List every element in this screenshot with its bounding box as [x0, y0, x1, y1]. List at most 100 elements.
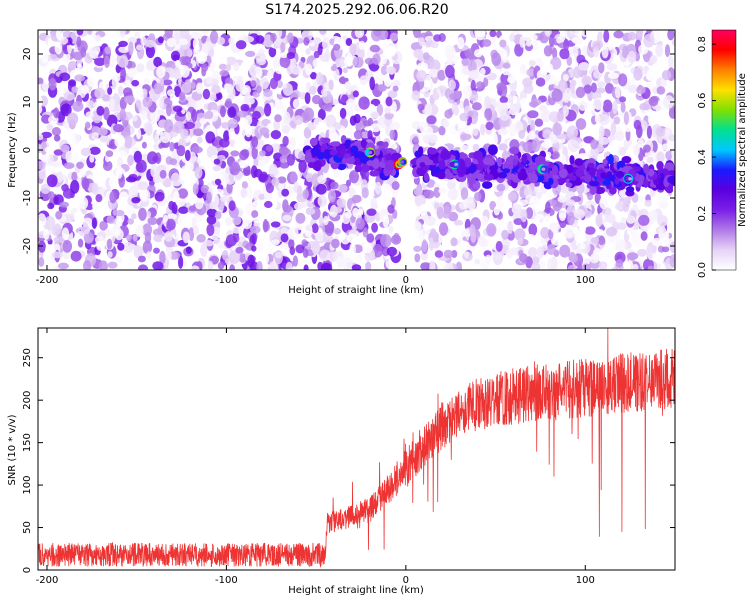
- heatmap-cell: [607, 242, 616, 253]
- heatmap-cell: [481, 39, 492, 47]
- heatmap-cell: [420, 262, 431, 270]
- heatmap-cell: [496, 82, 507, 92]
- heatmap-cell: [602, 252, 609, 262]
- heatmap-cell: [128, 41, 134, 56]
- heatmap-cell: [322, 69, 334, 78]
- heatmap-cell: [575, 118, 587, 130]
- heatmap-cell: [371, 159, 380, 168]
- heatmap-cell: [311, 241, 321, 256]
- heatmap-cell: [421, 239, 428, 253]
- heatmap-cell: [108, 176, 118, 189]
- heatmap-cell: [229, 264, 236, 270]
- heatmap-cell: [565, 182, 573, 188]
- heatmap-cell: [669, 241, 675, 253]
- heatmap-cell: [147, 216, 158, 226]
- heatmap-cell: [304, 92, 311, 104]
- heatmap-cell: [468, 164, 477, 174]
- heatmap-cell: [569, 251, 576, 262]
- heatmap-cell: [358, 96, 370, 110]
- heatmap-cell: [62, 240, 73, 253]
- chart-title: S174.2025.292.06.06.R20: [265, 2, 448, 18]
- heatmap-cell: [225, 64, 232, 71]
- heatmap-cell: [540, 109, 551, 122]
- heatmap-cell: [497, 128, 509, 136]
- heatmap-cell: [491, 52, 502, 66]
- heatmap-cell: [274, 114, 282, 123]
- heatmap-cell: [430, 228, 437, 238]
- heatmap-cell: [460, 240, 468, 248]
- heatmap-cell: [628, 84, 638, 94]
- heatmap-cell: [127, 218, 134, 225]
- heatmap-cell: [163, 119, 174, 133]
- heatmap-cell: [615, 259, 624, 268]
- heatmap-cell: [240, 103, 250, 112]
- heatmap-cell: [71, 171, 78, 182]
- heatmap-cell: [124, 135, 133, 149]
- heatmap-cell: [582, 75, 592, 86]
- heatmap-cell: [430, 41, 439, 49]
- heatmap-cell: [165, 103, 172, 117]
- heatmap-cell: [509, 33, 515, 42]
- heatmap-cell: [307, 162, 315, 168]
- heatmap-cell: [40, 183, 51, 195]
- heatmap-cell: [141, 110, 147, 120]
- heatmap-cell: [298, 159, 307, 173]
- heatmap-hotspot: [454, 162, 459, 167]
- heatmap-cell: [140, 36, 147, 47]
- heatmap-cell: [499, 102, 509, 112]
- heatmap-cell: [220, 105, 226, 118]
- heatmap-cell: [87, 182, 98, 193]
- heatmap-cell: [217, 37, 226, 45]
- heatmap-cell: [648, 209, 658, 223]
- heatmap-cell: [310, 147, 321, 156]
- heatmap-cell: [38, 143, 42, 154]
- heatmap-cell: [580, 243, 586, 250]
- heatmap-cell: [500, 256, 512, 270]
- heatmap-cell: [150, 164, 158, 178]
- heatmap-cell: [621, 156, 632, 164]
- heatmap-cell: [606, 171, 613, 178]
- heatmap-cell: [544, 30, 552, 37]
- heatmap-cell: [528, 247, 538, 258]
- heatmap-cell: [92, 201, 99, 211]
- colorbar-ticks: 0.0 0.2 0.4 0.6 0.8: [697, 36, 716, 278]
- heatmap-cell: [41, 131, 52, 139]
- heatmap-cell: [631, 234, 641, 244]
- heatmap-cell: [627, 31, 637, 41]
- heatmap-cell: [648, 96, 659, 107]
- heatmap-cell: [645, 72, 657, 81]
- heatmap-cell: [540, 227, 550, 239]
- heatmap-cell: [264, 200, 273, 209]
- heatmap-cell: [358, 40, 366, 51]
- heatmap-cell: [235, 246, 244, 254]
- heatmap-cell: [390, 121, 401, 130]
- heatmap-cell: [638, 44, 649, 55]
- heatmap-cell: [337, 163, 347, 171]
- heatmap-cell: [41, 52, 49, 64]
- heatmap-cell: [327, 59, 334, 67]
- heatmap-cell: [465, 48, 477, 60]
- y-tick-label: 0: [22, 147, 33, 153]
- heatmap-cell: [566, 56, 573, 66]
- heatmap-cell: [603, 221, 612, 229]
- heatmap-cell: [643, 163, 650, 173]
- heatmap-cell: [626, 228, 638, 236]
- heatmap-cell: [43, 229, 50, 240]
- heatmap-cell: [506, 214, 514, 221]
- heatmap-cell: [134, 31, 140, 39]
- heatmap-cell: [519, 64, 527, 75]
- heatmap-cell: [467, 110, 474, 117]
- heatmap-cell: [667, 30, 675, 41]
- heatmap-cell: [482, 157, 493, 166]
- heatmap-cell: [268, 261, 279, 270]
- heatmap-cell: [461, 58, 470, 66]
- heatmap-cell: [592, 40, 604, 49]
- heatmap-cell: [184, 79, 192, 89]
- heatmap-cell: [589, 30, 600, 41]
- heatmap-cell: [605, 196, 617, 208]
- heatmap-cell: [44, 216, 56, 230]
- heatmap-cell: [280, 105, 289, 113]
- heatmap-cell: [625, 125, 631, 133]
- heatmap-cell: [476, 173, 484, 180]
